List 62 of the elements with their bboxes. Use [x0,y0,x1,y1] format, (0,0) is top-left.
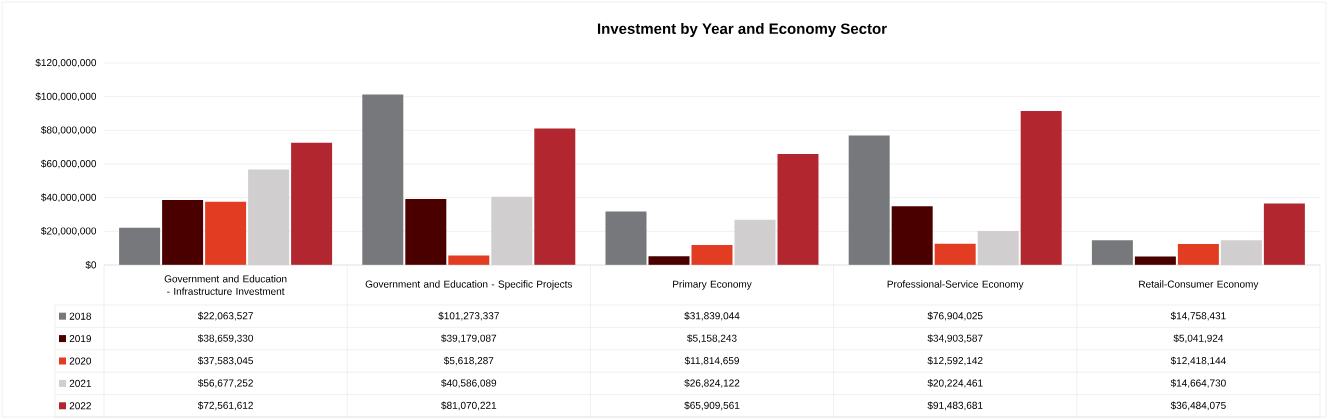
x-tick-label: Government and Education - Infrastructure Investment [164,275,287,295]
y-tick-label: $60,000,000 [40,159,97,169]
bar [205,201,247,265]
data-label: $65,909,561 [684,401,740,411]
y-tick-label: $40,000,000 [40,193,97,202]
x-tick-label: Primary Economy [673,280,752,290]
bar [1134,256,1176,265]
bar [119,227,161,265]
bar [534,128,576,265]
y-tick-label: $100,000,000 [35,92,97,101]
x-tick-label: Government and Education - Specific Projects [365,280,573,290]
data-label: $56,677,252 [197,379,253,388]
x-tick-label: Retail-Consumer Economy [1139,280,1259,290]
bar [1263,203,1305,265]
data-label: $72,561,612 [197,401,253,411]
legend-label: 2019 [69,335,91,343]
data-label: $37,583,045 [197,356,253,366]
data-label: $11,814,659 [684,356,739,366]
bar [1177,244,1219,265]
legend-label: 2022 [69,402,91,410]
data-label: $20,224,461 [927,379,983,388]
bar [362,94,404,265]
y-tick-label: $80,000,000 [40,125,97,135]
chart-title: Investment by Year and Economy Sector [597,23,887,37]
data-label: $39,179,087 [441,334,497,343]
bar [162,199,204,265]
bar [934,243,976,265]
data-label: $91,483,681 [927,401,983,411]
bar [405,199,447,265]
bar [605,211,647,265]
data-label: $14,758,431 [1170,311,1226,321]
x-tick-label: Professional-Service Economy [887,280,1024,290]
legend-label: 2021 [69,379,91,387]
bar [291,142,333,265]
bar [777,154,819,265]
y-tick-label: $0 [85,260,97,270]
bar [891,206,933,265]
data-label: $38,659,330 [197,334,254,343]
y-tick-label: $20,000,000 [40,226,97,236]
data-label: $36,484,075 [1170,401,1226,411]
data-label: $76,904,025 [927,311,983,321]
data-label: $5,618,287 [443,356,494,366]
data-label: $5,041,924 [1173,334,1224,343]
data-label: $22,063,527 [197,311,253,321]
legend-label: 2018 [69,312,92,320]
legend-label: 2020 [69,357,92,365]
bar [848,135,890,265]
bar [648,256,690,265]
data-label: $81,070,221 [441,401,497,411]
y-tick-label: $120,000,000 [35,58,97,68]
data-label: $14,664,730 [1170,379,1226,388]
bar [691,245,733,265]
data-label: $40,586,089 [441,379,497,388]
data-label: $26,824,122 [684,379,740,388]
data-label: $34,903,587 [927,334,983,343]
data-label: $5,158,243 [687,334,737,343]
data-label: $12,418,144 [1170,356,1226,366]
bar [1020,110,1062,265]
bar [1091,240,1133,265]
data-label: $101,273,337 [438,311,499,321]
data-label: $31,839,044 [684,311,740,321]
data-label: $12,592,142 [927,356,983,366]
